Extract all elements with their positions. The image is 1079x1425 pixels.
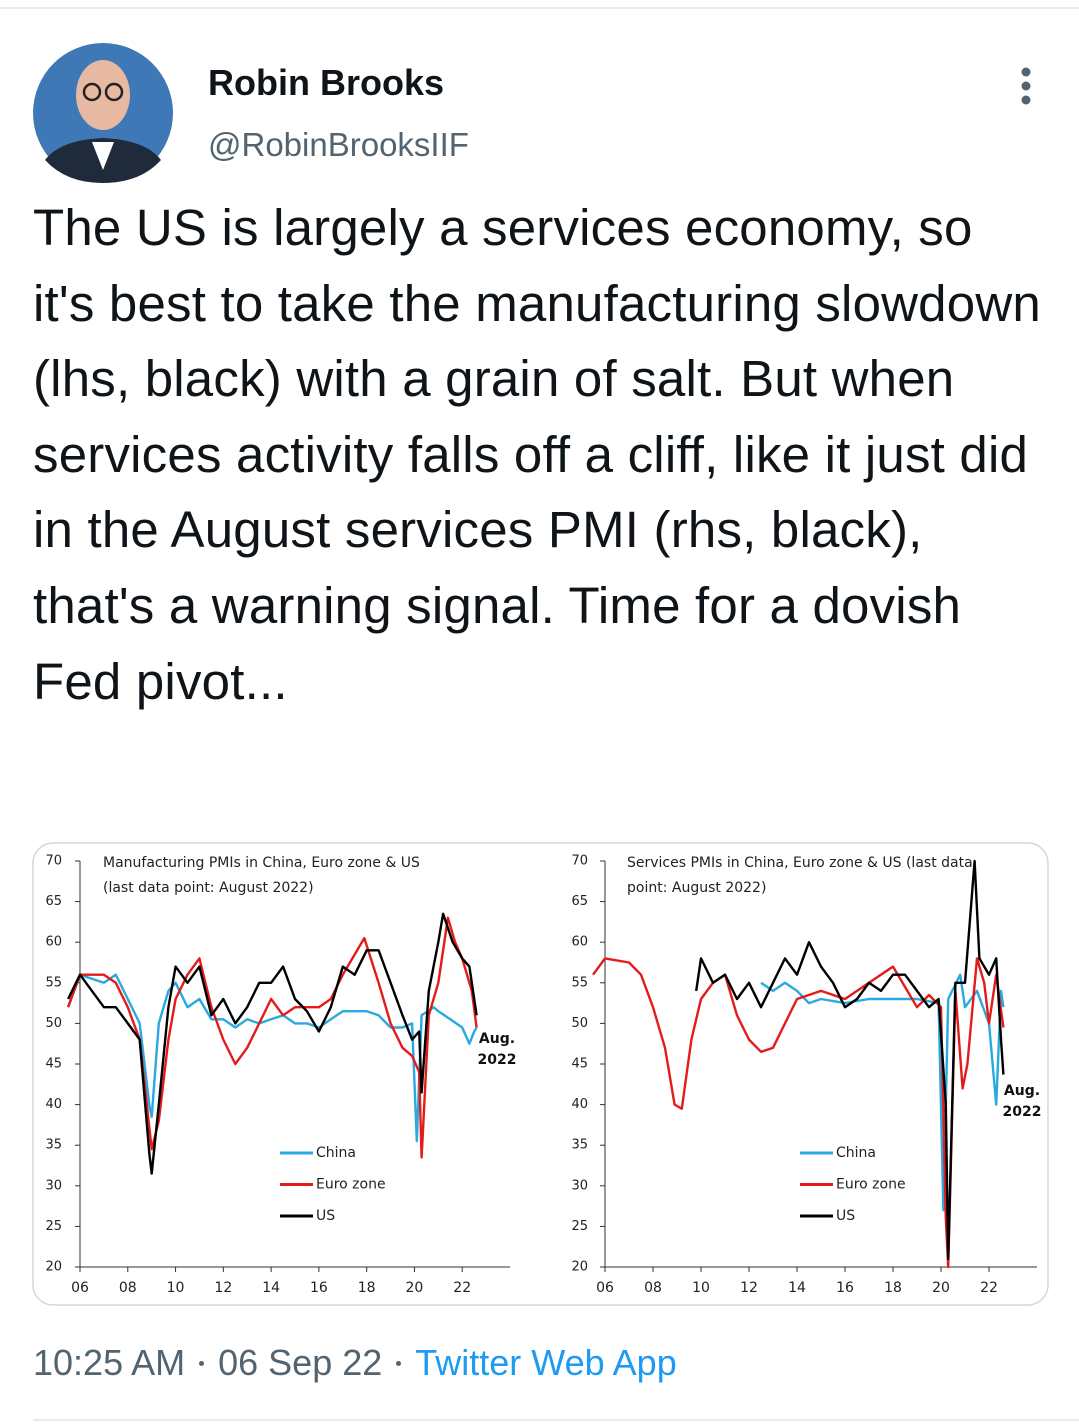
media-frame[interactable] [32,842,1049,1306]
chart-title: Services PMIs in China, Euro zone & US (… [627,855,973,871]
x-tick-label: 18 [358,1280,376,1296]
author-handle[interactable]: @RobinBrooksIIF [208,126,469,163]
legend-label: Euro zone [316,1177,386,1193]
y-tick-label: 30 [571,1178,588,1193]
x-tick-label: 10 [692,1280,710,1296]
y-tick-label: 70 [571,854,588,869]
series-line [760,973,1005,1212]
series-line [66,916,478,1159]
annotation: Aug. [1004,1083,1040,1099]
y-tick-label: 25 [45,1219,62,1234]
annotation: 2022 [478,1052,517,1068]
x-tick-label: 16 [836,1280,854,1296]
legend-label: US [316,1208,335,1224]
y-tick-label: 35 [571,1138,588,1153]
series-line [695,859,1005,1261]
y-tick-label: 55 [571,975,588,990]
series-line [592,957,1005,1269]
tweet-meta: 10:25 AM 06 Sep 22 Twitter Web App [33,1342,677,1384]
y-tick-label: 65 [45,894,62,909]
annotation: Aug. [479,1031,515,1047]
x-tick-label: 22 [980,1280,998,1296]
x-tick-label: 22 [453,1280,471,1296]
tweet-text: The US is largely a services economy, so… [33,199,1041,710]
tweet-time[interactable]: 10:25 AM [33,1342,186,1383]
annotation: 2022 [1003,1104,1042,1120]
y-tick-label: 55 [45,975,62,990]
chart-title: (last data point: August 2022) [103,880,314,896]
x-tick-label: 14 [262,1280,280,1296]
y-tick-label: 20 [45,1260,62,1275]
x-tick-label: 16 [310,1280,328,1296]
legend-label: US [836,1208,855,1224]
x-tick-label: 18 [884,1280,902,1296]
author-name[interactable]: Robin Brooks [208,62,445,103]
separator [396,1360,402,1366]
series-line [67,912,478,1175]
x-tick-label: 10 [167,1280,185,1296]
x-tick-label: 08 [644,1280,662,1296]
x-tick-label: 06 [71,1280,89,1296]
y-tick-label: 50 [571,1016,588,1031]
y-tick-label: 45 [571,1057,588,1072]
y-tick-label: 50 [45,1016,62,1031]
more-menu[interactable] [1021,67,1031,105]
y-tick-label: 40 [45,1097,62,1112]
x-tick-label: 20 [932,1280,950,1296]
y-tick-label: 60 [45,935,62,950]
y-tick-label: 25 [571,1219,588,1234]
y-tick-label: 40 [571,1097,588,1112]
y-tick-label: 45 [45,1057,62,1072]
y-tick-label: 30 [45,1178,62,1193]
x-tick-label: 12 [740,1280,758,1296]
x-tick-label: 20 [406,1280,424,1296]
y-tick-label: 35 [45,1138,62,1153]
legend-label: China [316,1145,356,1161]
chart-title: point: August 2022) [627,880,766,896]
x-tick-label: 14 [788,1280,806,1296]
avatar[interactable] [33,43,173,183]
tweet-source[interactable]: Twitter Web App [415,1342,677,1383]
legend-label: China [836,1145,876,1161]
x-tick-label: 06 [596,1280,614,1296]
y-tick-label: 65 [571,894,588,909]
y-tick-label: 70 [45,854,62,869]
separator [199,1360,205,1366]
y-tick-label: 20 [571,1260,588,1275]
x-tick-label: 08 [119,1280,137,1296]
legend-label: Euro zone [836,1177,906,1193]
tweet-date[interactable]: 06 Sep 22 [218,1342,383,1383]
x-tick-label: 12 [214,1280,232,1296]
chart-title: Manufacturing PMIs in China, Euro zone &… [103,855,420,871]
y-tick-label: 60 [571,935,588,950]
